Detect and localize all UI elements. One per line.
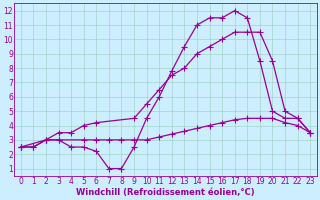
X-axis label: Windchill (Refroidissement éolien,°C): Windchill (Refroidissement éolien,°C) bbox=[76, 188, 255, 197]
